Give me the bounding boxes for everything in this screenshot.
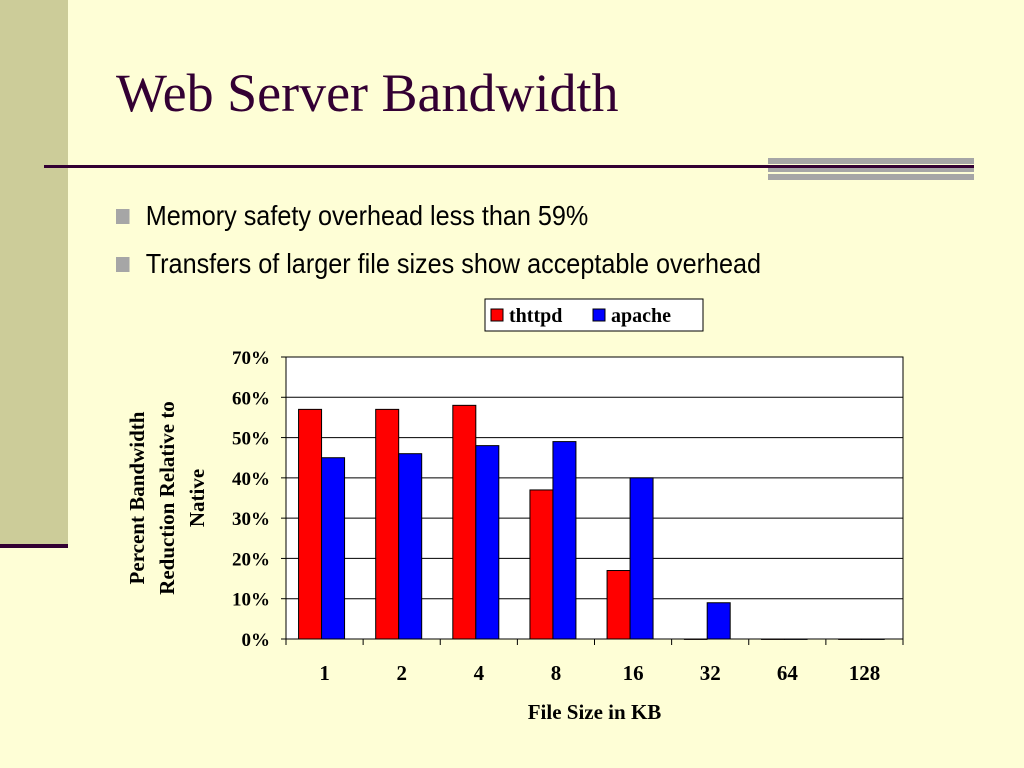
y-axis-label: Percent Bandwidth <box>125 411 149 584</box>
x-tick-label: 8 <box>551 661 562 685</box>
y-tick-label: 30% <box>232 509 270 530</box>
y-tick-label: 0% <box>242 630 271 651</box>
x-tick-label: 64 <box>777 661 799 685</box>
title-rule-accent <box>768 158 974 180</box>
bar-apache <box>706 602 731 640</box>
bar-thttpd <box>606 570 631 640</box>
y-axis-label: Reduction Relative to <box>155 401 179 595</box>
x-tick-label: 4 <box>474 661 485 685</box>
bullet-list: Memory safety overhead less than 59% Tra… <box>116 192 833 288</box>
y-tick-label: 20% <box>232 549 270 570</box>
bar-apache <box>629 477 654 640</box>
y-tick-label: 50% <box>232 429 270 450</box>
x-tick-label: 16 <box>623 661 644 685</box>
bullet-square-icon <box>116 208 130 224</box>
y-axis-label: Native <box>185 469 209 527</box>
bullet-item: Memory safety overhead less than 59% <box>116 192 761 240</box>
bar-thttpd <box>298 408 323 640</box>
bar-thttpd <box>452 404 477 640</box>
y-tick-label: 70% <box>232 348 270 369</box>
x-tick-label: 1 <box>319 661 330 685</box>
slide-title: Web Server Bandwidth <box>116 63 619 123</box>
bullet-text: Memory safety overhead less than 59% <box>145 200 589 231</box>
bar-thttpd <box>838 638 862 640</box>
bar-thttpd <box>375 408 400 640</box>
bar-thttpd <box>529 489 554 640</box>
bar-thttpd <box>683 638 708 640</box>
legend-swatch-apache <box>592 308 606 322</box>
legend-swatch-thttpd <box>490 308 504 322</box>
sidebar-decoration <box>0 0 68 548</box>
legend-label: apache <box>611 305 671 327</box>
bar-apache <box>784 638 808 640</box>
x-axis-label: File Size in KB <box>528 700 662 724</box>
bar-apache <box>321 457 346 640</box>
y-tick-label: 60% <box>232 388 270 409</box>
y-tick-label: 10% <box>232 590 270 611</box>
bar-apache <box>475 445 500 640</box>
sidebar-underline <box>0 544 68 548</box>
bar-apache <box>861 638 885 640</box>
title-rule <box>44 165 974 168</box>
bullet-square-icon <box>116 256 130 272</box>
y-tick-label: 40% <box>232 469 270 490</box>
legend-label: thttpd <box>509 305 562 327</box>
bar-apache <box>552 441 577 640</box>
x-tick-label: 32 <box>700 661 721 685</box>
x-tick-label: 128 <box>849 661 881 685</box>
x-tick-label: 2 <box>396 661 407 685</box>
bar-apache <box>398 453 423 640</box>
bullet-text: Transfers of larger file sizes show acce… <box>145 248 762 279</box>
bullet-item: Transfers of larger file sizes show acce… <box>116 240 761 288</box>
bar-thttpd <box>761 638 785 640</box>
